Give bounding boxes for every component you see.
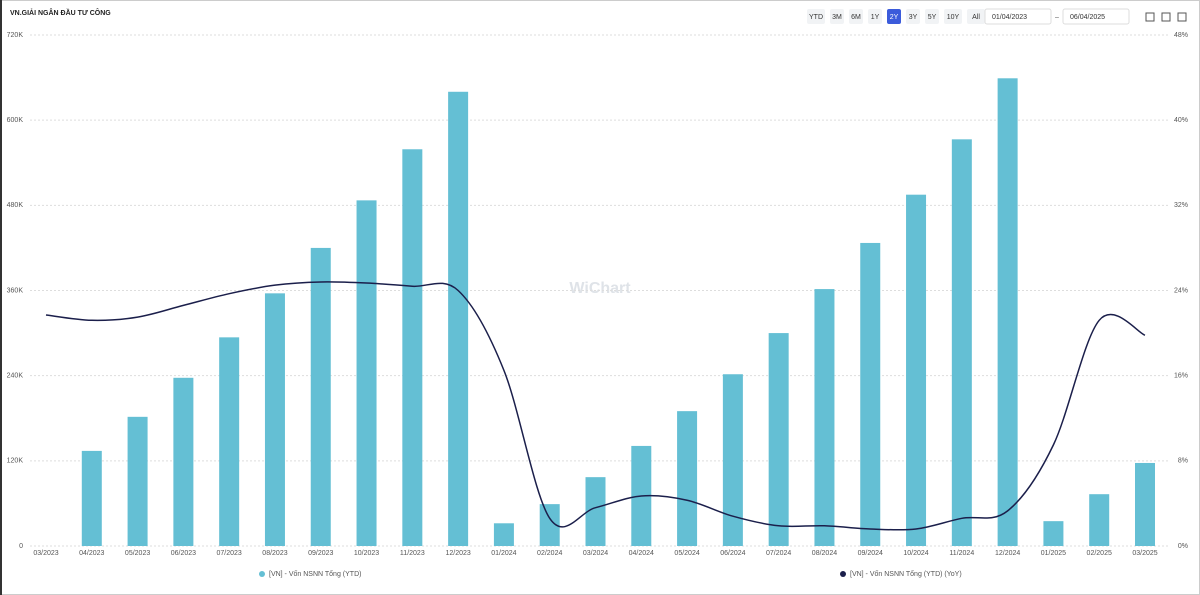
bar [585, 477, 606, 546]
y2-tick-label: 8% [1178, 458, 1188, 465]
chart-title: VN.GIẢI NGÂN ĐẦU TƯ CÔNG [10, 7, 111, 17]
watermark: WiChart [569, 280, 631, 297]
x-tick-label: 05/2024 [674, 550, 699, 557]
bar [219, 337, 240, 546]
y2-tick-label: 48% [1174, 32, 1188, 39]
x-tick-label: 01/2025 [1041, 550, 1066, 557]
legend-label[interactable]: [VN] - Vốn NSNN Tổng (YTD) (YoY) [850, 569, 962, 578]
bar [677, 411, 698, 546]
date-separator: – [1055, 14, 1059, 21]
range-button[interactable] [830, 9, 844, 24]
y2-tick-label: 32% [1174, 202, 1188, 209]
bar [906, 194, 927, 546]
legend-swatch[interactable] [259, 571, 265, 577]
bar [814, 289, 835, 546]
range-button[interactable] [849, 9, 863, 24]
bar [448, 91, 469, 547]
x-tick-label: 12/2023 [445, 550, 470, 557]
date-input[interactable] [984, 8, 1052, 25]
y2-tick-label: 0% [1178, 543, 1188, 550]
bar [722, 374, 743, 546]
bar [1043, 521, 1064, 546]
x-tick-label: 07/2023 [217, 550, 242, 557]
line [45, 281, 1146, 531]
y-tick-label: 240K [7, 373, 24, 380]
x-tick-label: 06/2024 [720, 550, 745, 557]
range-button-label[interactable]: All [972, 14, 980, 21]
range-button-label[interactable]: 6M [851, 14, 861, 21]
x-tick-label: 01/2024 [491, 550, 516, 557]
x-tick-label: 10/2024 [903, 550, 928, 557]
bar [1135, 462, 1155, 546]
y-tick-label: 720K [7, 32, 24, 39]
range-button-label[interactable]: YTD [809, 14, 823, 21]
toolbar-icon[interactable] [1161, 12, 1171, 22]
bar [310, 247, 331, 546]
range-button[interactable] [887, 9, 901, 24]
x-tick-label: 08/2024 [812, 550, 837, 557]
bar [81, 450, 102, 546]
y-tick-label: 0 [19, 543, 23, 550]
range-button-label[interactable]: 3M [832, 14, 842, 21]
bar [951, 139, 972, 546]
x-tick-label: 03/2023 [33, 550, 58, 557]
range-button[interactable] [868, 9, 882, 24]
y2-tick-label: 24% [1174, 287, 1188, 294]
bar [127, 416, 148, 546]
date-to[interactable]: 06/04/2025 [1070, 14, 1105, 21]
date-input[interactable] [1062, 8, 1130, 25]
legend-swatch[interactable] [840, 571, 846, 577]
bar [997, 78, 1018, 546]
toolbar-icon[interactable] [1177, 12, 1187, 22]
x-tick-label: 07/2024 [766, 550, 791, 557]
bar [768, 333, 789, 546]
bar [264, 293, 285, 546]
bar [493, 523, 514, 546]
x-tick-label: 11/2024 [949, 550, 974, 557]
y-tick-label: 360K [7, 287, 24, 294]
x-tick-label: 03/2024 [583, 550, 608, 557]
range-button[interactable] [925, 9, 939, 24]
x-tick-label: 03/2025 [1132, 550, 1157, 557]
bar [1089, 494, 1110, 546]
x-tick-label: 09/2024 [858, 550, 883, 557]
bar [539, 504, 560, 546]
x-tick-label: 04/2023 [79, 550, 104, 557]
date-from[interactable]: 01/04/2023 [992, 14, 1027, 21]
x-tick-label: 04/2024 [629, 550, 654, 557]
x-tick-label: 12/2024 [995, 550, 1020, 557]
x-tick-label: 06/2023 [171, 550, 196, 557]
bar [356, 200, 377, 546]
range-button-label[interactable]: 2Y [890, 14, 899, 21]
x-tick-label: 11/2023 [400, 550, 425, 557]
range-button[interactable] [944, 9, 962, 24]
y-tick-label: 120K [7, 458, 24, 465]
y-tick-label: 600K [7, 117, 24, 124]
legend-label[interactable]: [VN] - Vốn NSNN Tổng (YTD) [269, 569, 361, 578]
range-button-label[interactable]: 1Y [871, 14, 880, 21]
x-tick-label: 02/2024 [537, 550, 562, 557]
x-tick-label: 08/2023 [262, 550, 287, 557]
x-tick-label: 09/2023 [308, 550, 333, 557]
range-button[interactable] [807, 9, 825, 24]
range-button-label[interactable]: 10Y [947, 14, 960, 21]
y-tick-label: 480K [7, 202, 24, 209]
bar [402, 149, 423, 547]
range-button-label[interactable]: 3Y [909, 14, 918, 21]
bar [860, 242, 881, 546]
range-button[interactable] [967, 9, 985, 24]
range-button-label[interactable]: 5Y [928, 14, 937, 21]
toolbar-icon[interactable] [1145, 12, 1155, 22]
x-tick-label: 10/2023 [354, 550, 379, 557]
x-tick-label: 05/2023 [125, 550, 150, 557]
y2-tick-label: 40% [1174, 117, 1188, 124]
range-button[interactable] [906, 9, 920, 24]
x-tick-label: 02/2025 [1087, 550, 1112, 557]
bar [173, 377, 194, 546]
y2-tick-label: 16% [1174, 373, 1188, 380]
